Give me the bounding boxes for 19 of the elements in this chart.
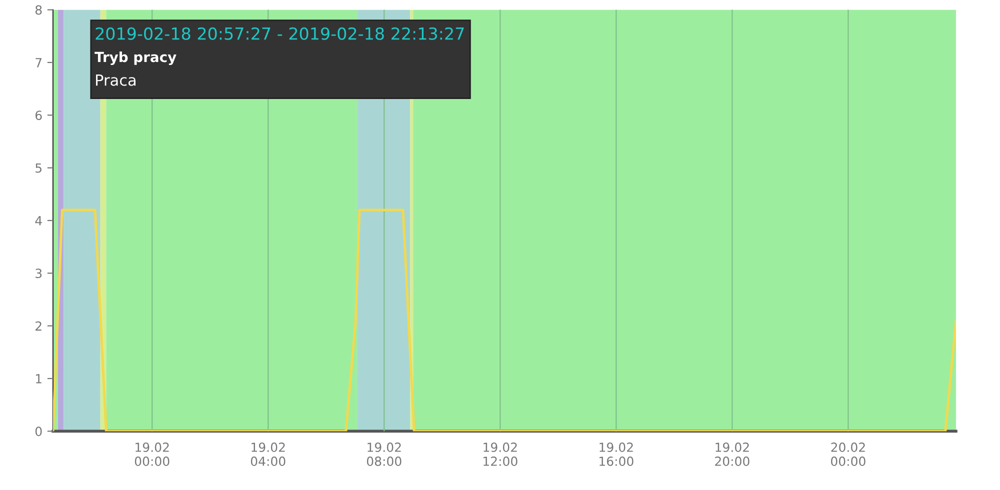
x-tick-label: 19.02 12:00	[484, 442, 518, 466]
y-tick-label: 0	[35, 426, 42, 436]
x-tick-label: 19.02 20:00	[715, 442, 750, 466]
y-tick-label: 7	[36, 58, 42, 68]
y-tick-label: 2	[36, 321, 42, 331]
x-tick-label: 19.02 08:00	[366, 442, 402, 466]
y-tick-label: 3	[36, 268, 42, 278]
x-tick-label: 19.02 04:00	[250, 442, 286, 466]
x-tick-label: 19.02 16:00	[600, 442, 634, 466]
annotation: Praca	[96, 74, 136, 86]
y-tick-label: 1	[36, 374, 42, 384]
x-tick-label: 20.02 00:00	[831, 442, 866, 466]
x-tick-label: 19.02 00:00	[134, 442, 170, 466]
y-tick-label: 8	[35, 5, 42, 15]
annotation: Tryb pracy	[94, 51, 176, 66]
y-tick-label: 6	[36, 110, 42, 120]
y-tick-label: 5	[36, 163, 42, 173]
y-tick-label: 4	[35, 216, 42, 226]
annotation: 2019-02-18 20:57:27 - 2019-02-18 22:13:27	[96, 27, 464, 40]
